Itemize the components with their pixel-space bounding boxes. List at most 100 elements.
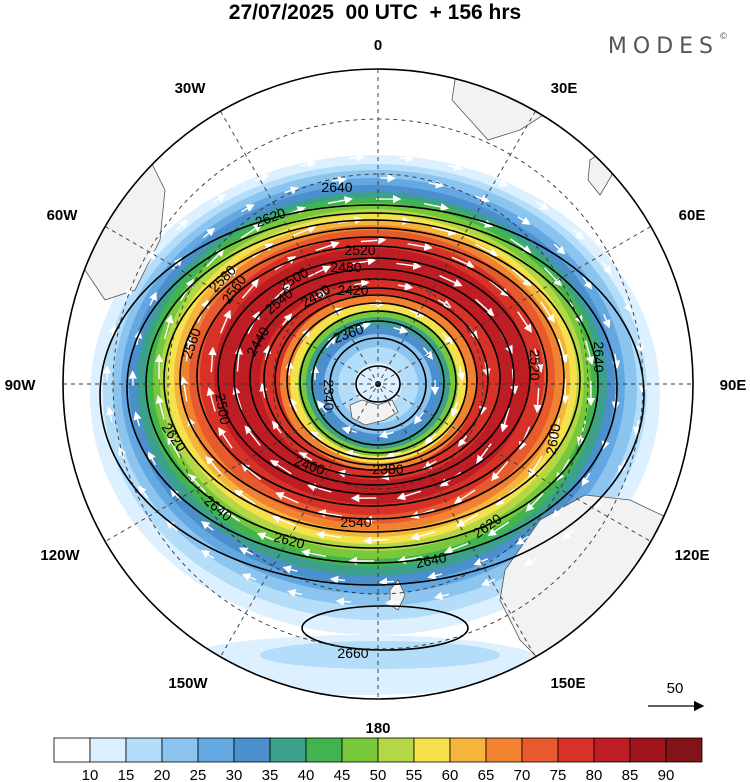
wind-arrow: [108, 324, 118, 340]
brand-logo: MODES©: [607, 32, 728, 59]
wind-arrow: [410, 531, 436, 541]
color-bar-ticks: 10 15 20 25 30 35 40 45 50 55 60 65 70 75 80 85 90: [82, 767, 675, 782]
wind-arrow: [543, 267, 562, 287]
wind-arrow: [292, 225, 317, 237]
wind-arrow: [363, 536, 389, 545]
wind-arrow: [581, 472, 591, 487]
color-bar-swatch: [377, 737, 415, 763]
wind-arrow: [632, 420, 642, 436]
wind-arrow: [316, 400, 328, 413]
color-bar-swatch: [665, 737, 703, 763]
wind-arrow: [170, 488, 181, 501]
lon-label-90e: 90E: [720, 377, 747, 394]
wind-arrow: [206, 386, 216, 412]
wind-arrow: [307, 265, 332, 278]
wind-arrow: [356, 321, 372, 330]
reference-vector: 50: [648, 680, 705, 712]
wind-arrow: [439, 275, 463, 287]
graticule: [63, 69, 693, 699]
wind-arrow: [535, 201, 550, 210]
wind-arrow: [218, 427, 233, 449]
wind-arrow: [184, 336, 193, 362]
wind-arrow: [594, 496, 604, 510]
wind-arrow: [341, 426, 357, 435]
contour-label: 2480: [330, 259, 361, 275]
color-bar-tick-label: 60: [442, 767, 459, 782]
wind-arrow: [611, 353, 621, 370]
lon-label-120w: 120W: [40, 547, 80, 564]
color-bar-tick-label: 70: [514, 767, 531, 782]
wind-arrow: [451, 256, 475, 268]
wind-arrow: [553, 243, 566, 255]
wind-arrow: [385, 598, 401, 607]
wind-arrow: [475, 194, 490, 203]
reference-vector-label: 50: [667, 680, 684, 697]
wind-arrow: [325, 335, 337, 349]
color-bar-tick-label: 90: [658, 767, 675, 782]
color-bar-swatch: [341, 737, 379, 763]
wind-arrow: [399, 154, 415, 163]
wind-arrow: [212, 194, 226, 203]
wind-arrow: [271, 515, 296, 526]
lon-label-150w: 150W: [168, 675, 208, 692]
wind-arrow: [453, 489, 476, 504]
wind-arrow: [510, 238, 532, 254]
wind-arrow: [487, 521, 510, 537]
color-bar-swatch: [521, 737, 559, 763]
contour-2460: [263, 287, 489, 471]
wind-arrow: [540, 301, 555, 323]
wind-arrow: [300, 159, 317, 169]
wind-arrow: [422, 347, 434, 360]
wind-arrow: [271, 420, 282, 434]
contour-label: 2540: [340, 514, 371, 530]
wind-arrow: [219, 309, 232, 334]
wind-arrow: [407, 242, 433, 251]
wind-arrow: [557, 338, 568, 364]
wind-arrow: [476, 443, 492, 464]
contour-label: 2600: [542, 422, 563, 456]
lon-label-60w: 60W: [47, 207, 79, 224]
lon-label-30e: 30E: [551, 80, 578, 97]
wind-arrow: [200, 521, 214, 531]
color-bar-tick-label: 80: [586, 767, 603, 782]
wind-arrow: [385, 450, 401, 459]
wind-arrow: [457, 434, 468, 447]
wind-arrow: [444, 542, 469, 554]
map-title: 27/07/2025 00 UTC + 156 hrs: [228, 1, 522, 24]
wind-arrow: [344, 449, 360, 458]
wind-arrow: [354, 279, 370, 288]
color-bar-swatch: [413, 737, 451, 763]
brand-name: MODES: [607, 34, 719, 59]
wind-arrow: [138, 485, 149, 499]
wind-arrow: [409, 309, 425, 318]
wind-arrow: [106, 406, 115, 422]
color-bar-swatch: [593, 737, 631, 763]
wind-arrow: [315, 530, 342, 540]
wind-arrow: [240, 204, 255, 213]
wind-arrow: [241, 278, 259, 299]
wind-arrow: [432, 226, 457, 236]
wind-arrow: [433, 591, 450, 601]
wind-arrow: [378, 577, 395, 587]
wind-arrow: [335, 597, 351, 606]
wind-arrow: [396, 490, 422, 501]
wind-arrow: [282, 313, 293, 326]
color-bar-swatch: [89, 737, 127, 763]
wind-arrow: [500, 407, 510, 433]
map-disc: [63, 69, 693, 699]
wind-arrow: [244, 425, 261, 446]
wind-arrow: [488, 279, 509, 297]
contour-2520: [217, 257, 531, 495]
wind-arrow: [623, 298, 632, 313]
wind-arrow: [562, 529, 574, 541]
contour-2560: [179, 236, 565, 520]
color-bar-swatch: [197, 737, 235, 763]
contour-2580: [163, 227, 581, 533]
contour-label: 2620: [272, 528, 306, 552]
contour-label: 2660: [337, 645, 368, 661]
contour-2440: [274, 294, 478, 466]
wind-arrow: [275, 492, 299, 504]
color-bar-swatch: [53, 737, 91, 763]
color-bar-tick-label: 10: [82, 767, 99, 782]
